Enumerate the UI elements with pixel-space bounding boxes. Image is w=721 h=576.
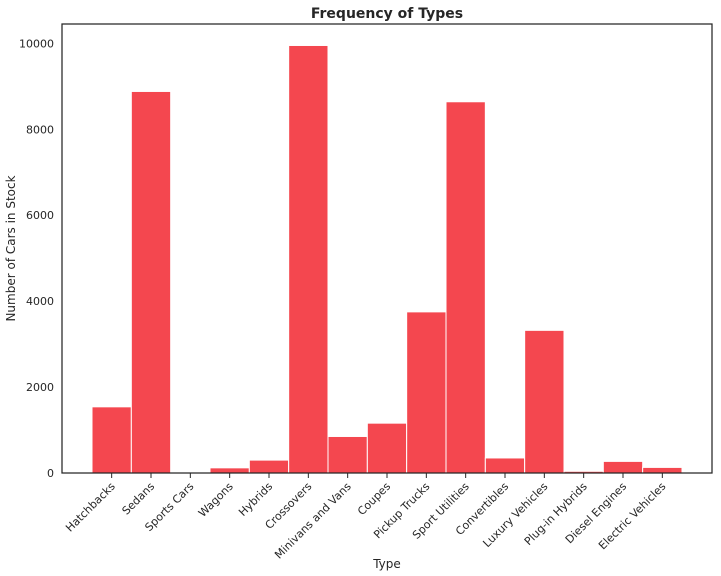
chart-title: Frequency of Types	[311, 6, 463, 22]
bar-luxury-vehicles	[524, 329, 565, 474]
x-axis-title: Type	[372, 557, 401, 571]
bar-coupes	[366, 422, 408, 474]
bar-convertibles	[484, 457, 526, 474]
x-tick-label: Hatchbacks	[63, 480, 118, 535]
y-tick-label: 6000	[26, 209, 54, 222]
y-axis-title: Number of Cars in Stock	[4, 175, 18, 321]
bar-hybrids	[248, 459, 290, 474]
x-tick-label: Minivans and Vans	[272, 480, 354, 562]
bar-wagons	[209, 467, 250, 474]
y-axis: 0 2000 4000 6000 8000 10000	[19, 37, 54, 480]
bar-pickup-trucks	[406, 311, 447, 474]
bar-hatchbacks	[91, 406, 132, 474]
plot-frame	[61, 23, 713, 474]
x-tick-label: Electric Vehicles	[596, 480, 669, 553]
bar-minivans-and-vans	[327, 435, 368, 474]
x-tick-label: Coupes	[355, 480, 393, 518]
bar-sport-utilities	[445, 101, 486, 474]
bar-sedans	[130, 90, 172, 474]
bar-electric-vehicles	[642, 466, 683, 474]
x-tick-label: Sedans	[120, 480, 158, 518]
bar-diesel-engines	[602, 460, 644, 474]
bars-group	[91, 44, 683, 474]
x-tick-label: Wagons	[196, 480, 236, 520]
y-tick-label: 0	[47, 467, 54, 480]
y-tick-label: 4000	[26, 295, 54, 308]
y-tick-label: 2000	[26, 381, 54, 394]
bar-crossovers	[288, 44, 329, 474]
x-tick-label: Hybrids	[236, 480, 275, 519]
y-tick-label: 8000	[26, 123, 54, 136]
y-tick-label: 10000	[19, 37, 54, 50]
